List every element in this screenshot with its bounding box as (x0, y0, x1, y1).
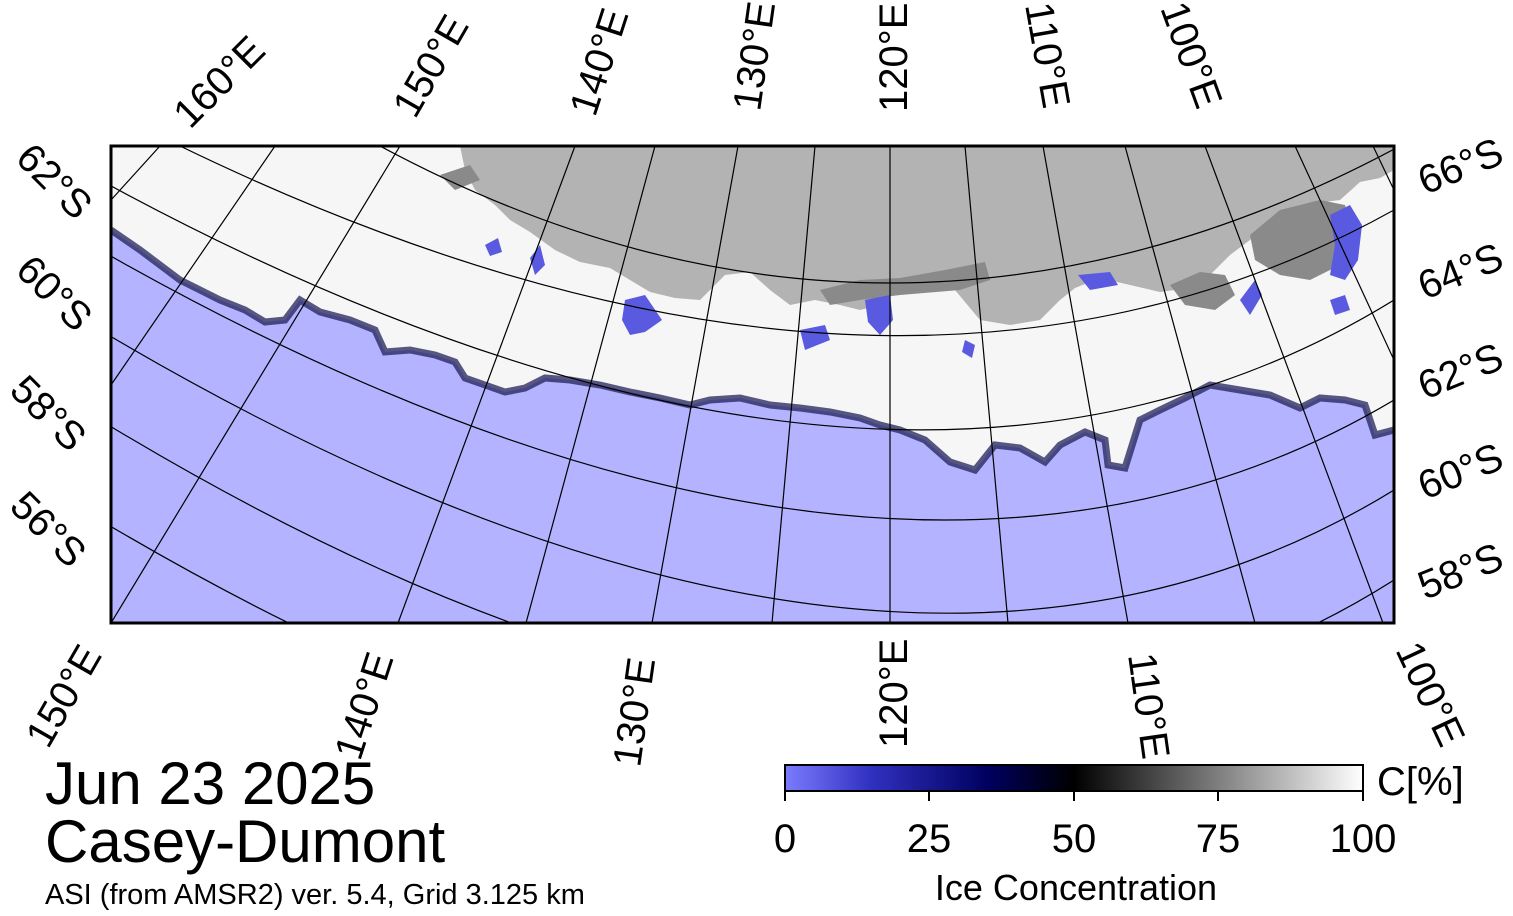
polynya (485, 238, 502, 256)
meridian (651, 146, 739, 623)
parallel-56s (111, 425, 1394, 623)
polynya (1330, 205, 1362, 280)
ice-shelf (440, 165, 480, 190)
bottom-lon-label: 100°E (1387, 635, 1473, 753)
colorbar-tick-label: 25 (907, 817, 952, 861)
map-region-title: Casey-Dumont (45, 808, 446, 875)
bottom-lon-label: 150°E (18, 638, 111, 755)
right-lat-label: 64°S (1412, 235, 1509, 308)
right-lat-label: 66°S (1412, 130, 1509, 203)
colorbar-gradient (784, 764, 1364, 792)
top-lon-label: 140°E (562, 3, 638, 121)
colorbar-unit: C[%] (1377, 760, 1464, 804)
polynya (1240, 280, 1262, 315)
product-info: ASI (from AMSR2) ver. 5.4, Grid 3.125 km (45, 879, 585, 911)
meridian (1204, 146, 1384, 623)
right-lat-label: 60°S (1412, 435, 1509, 508)
graticule-parallels (111, 146, 1394, 623)
bottom-lon-label: 140°E (327, 647, 403, 765)
top-lon-label: 130°E (725, 0, 784, 113)
colorbar-tick-label: 75 (1196, 817, 1241, 861)
right-lat-label: 62°S (1412, 335, 1509, 408)
meridian (111, 146, 276, 386)
polynya (1078, 272, 1118, 290)
ice-edge (111, 227, 1394, 475)
colorbar-tick-label: 100 (1330, 817, 1397, 861)
bottom-lon-label: 120°E (872, 639, 916, 748)
top-lon-label: 100°E (1152, 0, 1231, 114)
graticule-meridians (111, 146, 1394, 623)
left-lat-label: 58°S (2, 367, 95, 460)
top-lon-label: 150°E (385, 8, 478, 125)
meridian (525, 146, 656, 623)
top-lon-label: 160°E (165, 28, 273, 136)
top-lon-label: 110°E (1016, 0, 1078, 111)
map-date: Jun 23 2025 (45, 750, 376, 817)
colorbar-tick-label: 0 (774, 817, 796, 861)
left-lat-label: 60°S (8, 247, 101, 340)
polynya (865, 295, 893, 335)
meridian (1294, 146, 1394, 361)
meridian (964, 146, 1009, 623)
colorbar-title: Ice Concentration (935, 867, 1217, 908)
parallel-58s (111, 335, 1394, 614)
meridian (1042, 146, 1129, 623)
parallel-60s (111, 255, 1394, 521)
bottom-lon-label: 130°E (605, 655, 664, 769)
meridian (111, 146, 161, 201)
meridian (111, 146, 401, 623)
ice-shelf (820, 262, 990, 305)
top-lon-label: 120°E (872, 3, 916, 112)
map-frame (109, 144, 1396, 625)
polynya (622, 295, 662, 335)
polynya (1330, 295, 1350, 315)
left-lat-label: 56°S (2, 483, 95, 576)
parallel-64s (179, 146, 1394, 337)
colorbar: 0 25 50 75 100 C[%] Ice Concentration (774, 760, 1464, 908)
polynya (530, 245, 545, 275)
colorbar-tick-label: 50 (1052, 817, 1097, 861)
polynya (962, 340, 975, 358)
meridian (1372, 146, 1394, 191)
meridian (1124, 146, 1256, 623)
parallel-62s (111, 185, 1394, 431)
right-lat-label: 58°S (1412, 535, 1509, 608)
left-lat-label: 62°S (8, 135, 101, 228)
map-area (111, 146, 1394, 623)
meridian (771, 146, 816, 623)
bottom-lon-label: 110°E (1119, 650, 1177, 762)
antarctic-land (460, 146, 1394, 325)
polynya (800, 325, 830, 350)
meridian (397, 146, 576, 623)
